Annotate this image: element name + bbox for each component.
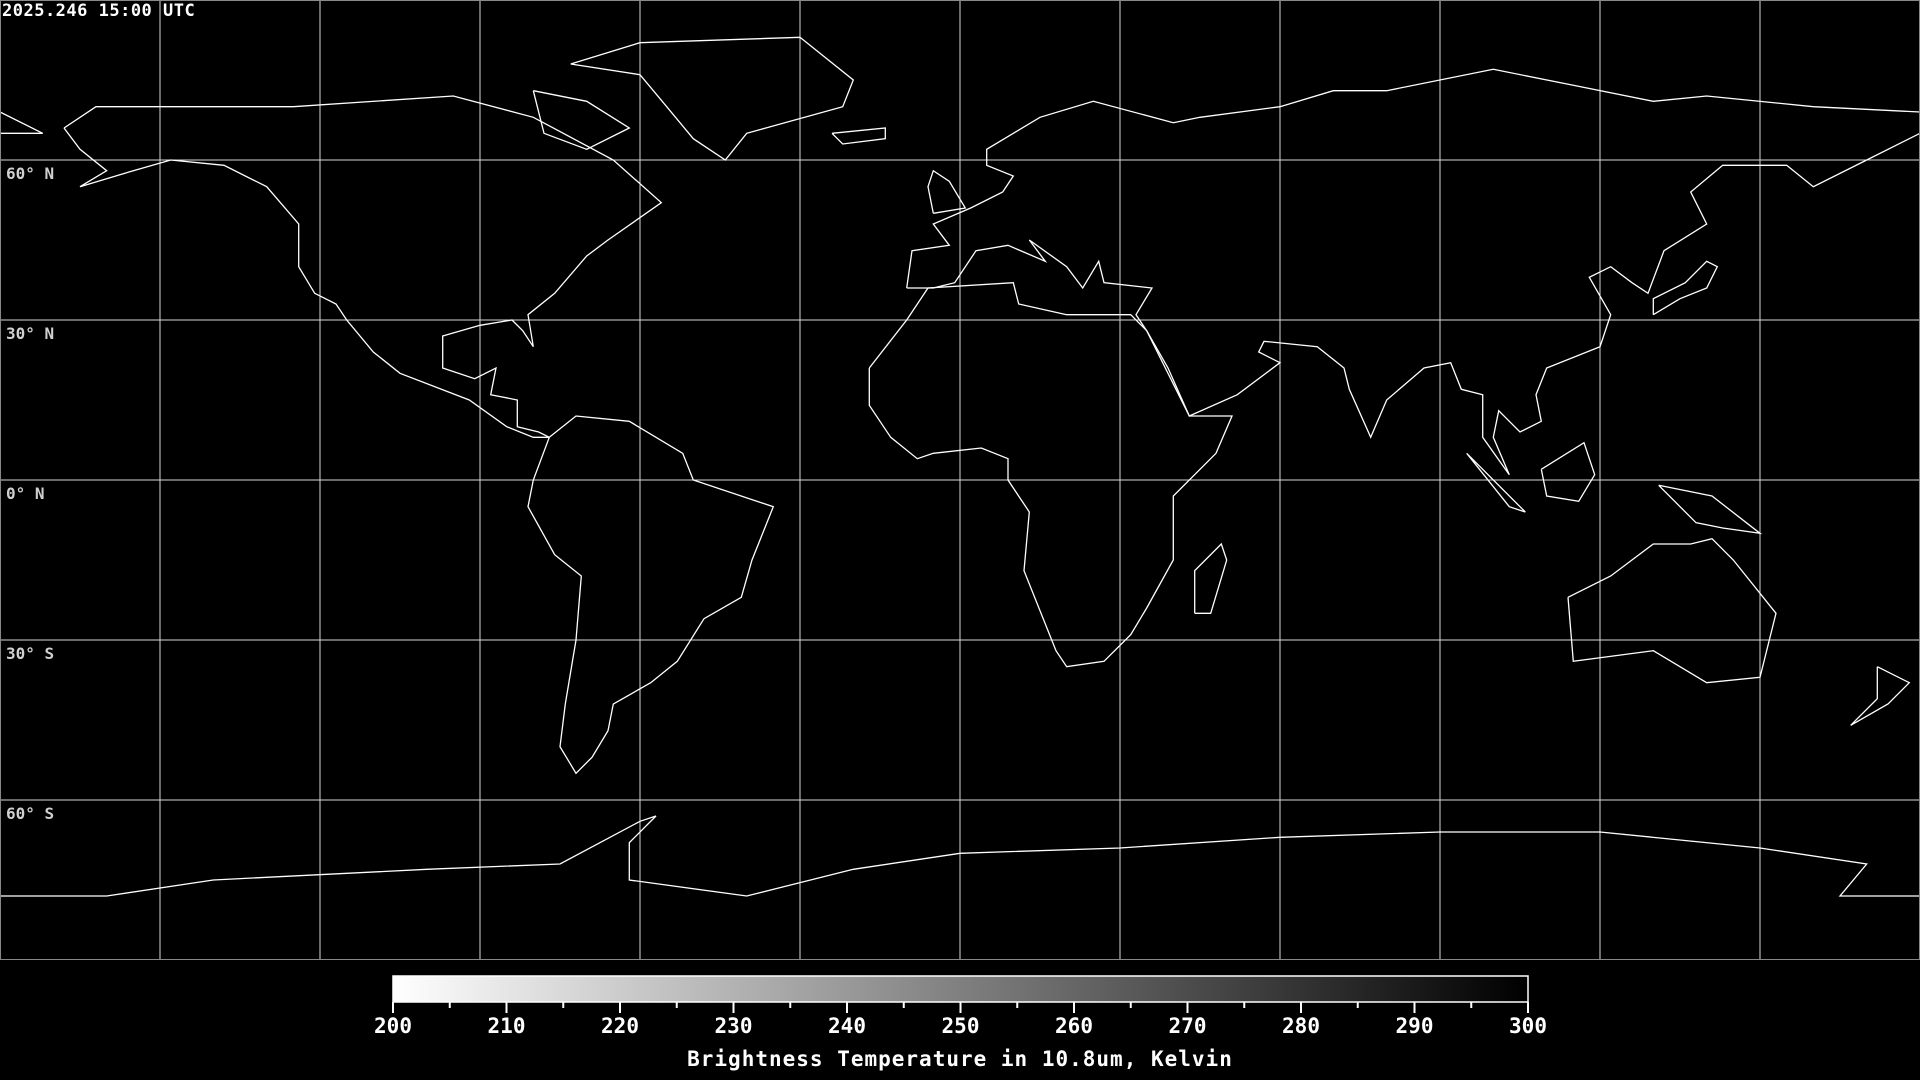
- coastline-new-guinea: [1658, 484, 1763, 535]
- lat-label-30n: 30° N: [6, 324, 55, 343]
- lat-label-60s: 60° S: [6, 804, 55, 823]
- colorbar-tick-label: 240: [828, 1014, 866, 1038]
- colorbar-tick-label: 300: [1509, 1014, 1547, 1038]
- colorbar-tick-label: 250: [941, 1014, 980, 1038]
- lat-label-30s: 30° S: [6, 644, 55, 663]
- coastline-baffin-island: [532, 90, 631, 151]
- coastline-borneo: [1540, 441, 1596, 503]
- colorbar: [392, 975, 1529, 1013]
- coastline-africa: [868, 282, 1233, 668]
- coastline-south-america: [527, 415, 775, 775]
- colorbar-tick-label: 270: [1168, 1014, 1207, 1038]
- coastline-eurasia: [906, 68, 1920, 476]
- lat-label-60n: 60° N: [6, 164, 55, 183]
- coastline-chukotka: [0, 111, 43, 134]
- coastline-antarctica: [0, 815, 1920, 897]
- colorbar-tick-label: 210: [487, 1014, 526, 1038]
- coastline-great-britain: [927, 169, 967, 214]
- coastline-japan: [1652, 260, 1719, 316]
- lat-lon-grid: [0, 0, 1920, 960]
- coastline-greenland: [570, 36, 855, 161]
- coastline-australia: [1567, 537, 1777, 684]
- colorbar-tick-label: 220: [601, 1014, 639, 1038]
- colorbar-tick-label: 230: [714, 1014, 753, 1038]
- colorbar-gradient: [392, 975, 1529, 1003]
- colorbar-tick-label: 260: [1055, 1014, 1093, 1038]
- colorbar-tick-label: 290: [1395, 1014, 1434, 1038]
- coastline-sumatra: [1466, 452, 1526, 513]
- colorbar-title: Brightness Temperature in 10.8um, Kelvin: [687, 1047, 1233, 1071]
- colorbar-tick-label: 200: [374, 1014, 412, 1038]
- coastlines: [0, 36, 1920, 897]
- coastline-north-america: [63, 95, 663, 438]
- no-data-gaps: [1273, 97, 1868, 472]
- coastline-madagascar: [1194, 542, 1228, 614]
- timestamp: 2025.246 15:00 UTC: [2, 1, 196, 21]
- lat-label-0n: 0° N: [6, 484, 45, 503]
- coastline-new-zealand: [1850, 666, 1911, 726]
- coastline-iceland: [831, 127, 886, 145]
- satellite-ir-map: [0, 0, 1920, 960]
- colorbar-tick-label: 280: [1282, 1014, 1320, 1038]
